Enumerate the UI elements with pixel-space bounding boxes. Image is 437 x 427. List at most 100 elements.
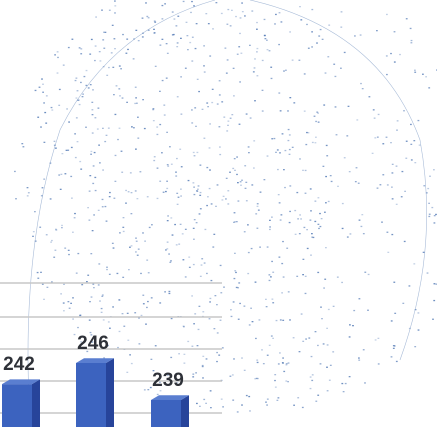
globe-dot [210, 407, 212, 409]
globe-dot [108, 66, 110, 69]
globe-dot [37, 116, 40, 118]
globe-dot [117, 138, 119, 141]
globe-dot [288, 134, 291, 136]
globe-dot [200, 264, 203, 266]
globe-dot [208, 318, 211, 320]
globe-dot [98, 263, 101, 265]
globe-dot [153, 20, 156, 22]
globe-dot [282, 357, 284, 359]
globe-dot [150, 297, 153, 299]
globe-dot [325, 202, 327, 204]
globe-dot [37, 277, 40, 279]
globe-dot [283, 70, 285, 72]
globe-dot [133, 38, 135, 40]
globe-dot [311, 374, 314, 376]
globe-dot [410, 143, 413, 145]
globe-dot [232, 67, 235, 69]
globe-dot [156, 126, 159, 128]
globe-dot [409, 27, 412, 30]
globe-dot [103, 47, 106, 49]
globe-dot [142, 294, 145, 296]
globe-dot [216, 332, 219, 334]
globe-dot [303, 226, 306, 229]
globe-dot [129, 172, 132, 174]
globe-dot [90, 38, 93, 41]
globe-dot [314, 220, 317, 223]
globe-dot [266, 155, 269, 157]
globe-dot [118, 330, 121, 333]
globe-dot [219, 146, 221, 148]
globe-dot [87, 274, 90, 276]
globe-dot [315, 120, 317, 123]
globe-dot [253, 67, 256, 69]
globe-dot [373, 117, 376, 119]
globe-dot [190, 11, 192, 14]
globe-dot [288, 153, 291, 155]
globe-dot [317, 271, 320, 274]
globe-dot [343, 51, 346, 54]
globe-dot [316, 42, 318, 44]
globe-dot [395, 165, 398, 167]
globe-dot [112, 66, 115, 68]
globe-dot [248, 324, 251, 326]
globe-dot [268, 279, 271, 282]
globe-dot [317, 121, 320, 123]
globe-dot [402, 302, 405, 304]
globe-dot [302, 258, 305, 260]
globe-dot [361, 88, 364, 90]
globe-dot [61, 227, 63, 229]
globe-dot [238, 123, 241, 125]
globe-dot [216, 360, 218, 363]
globe-dot [391, 233, 394, 236]
globe-dot [118, 65, 121, 67]
globe-dot [428, 87, 431, 89]
globe-dot [433, 283, 436, 285]
globe-dot [186, 35, 189, 37]
globe-dot [405, 157, 408, 159]
globe-dot [320, 306, 322, 308]
globe-dot [104, 205, 107, 208]
globe-dot [145, 323, 147, 325]
globe-dot [229, 117, 232, 119]
globe-dot [92, 165, 95, 167]
globe-dot [88, 190, 91, 192]
globe-dot [272, 302, 275, 304]
globe-dot [417, 312, 420, 314]
globe-dot [73, 333, 76, 336]
globe-dot [296, 191, 299, 194]
globe-dot [237, 182, 239, 184]
globe-dot [428, 213, 431, 215]
globe-dot [327, 56, 330, 58]
globe-dot [391, 163, 394, 165]
globe-dot [94, 117, 97, 119]
globe-dot [196, 78, 199, 80]
globe-dot [324, 278, 327, 280]
globe-dot [108, 9, 111, 11]
globe-dot [348, 376, 351, 378]
globe-dot [304, 192, 307, 194]
globe-dot [243, 231, 246, 233]
globe-dot [60, 293, 62, 295]
globe-dot [362, 233, 365, 235]
bar-side-face [32, 379, 40, 427]
globe-dot [195, 222, 198, 224]
globe-dot [325, 144, 328, 147]
globe-dot [274, 386, 277, 388]
globe-dot [58, 88, 61, 91]
globe-dot [391, 198, 394, 200]
globe-dot [311, 8, 314, 11]
globe-dot [311, 141, 314, 144]
globe-dot [114, 180, 117, 182]
globe-dot [123, 325, 126, 327]
globe-dot [56, 72, 59, 74]
globe-dot [379, 184, 382, 186]
globe-dot [136, 254, 139, 256]
globe-dot [405, 18, 408, 20]
globe-dot [166, 131, 168, 133]
globe-dot [165, 190, 167, 193]
globe-dot [287, 110, 289, 112]
globe-dot [99, 300, 101, 302]
globe-dot [272, 271, 275, 273]
globe-dot [156, 167, 159, 169]
globe-dot [126, 101, 128, 103]
